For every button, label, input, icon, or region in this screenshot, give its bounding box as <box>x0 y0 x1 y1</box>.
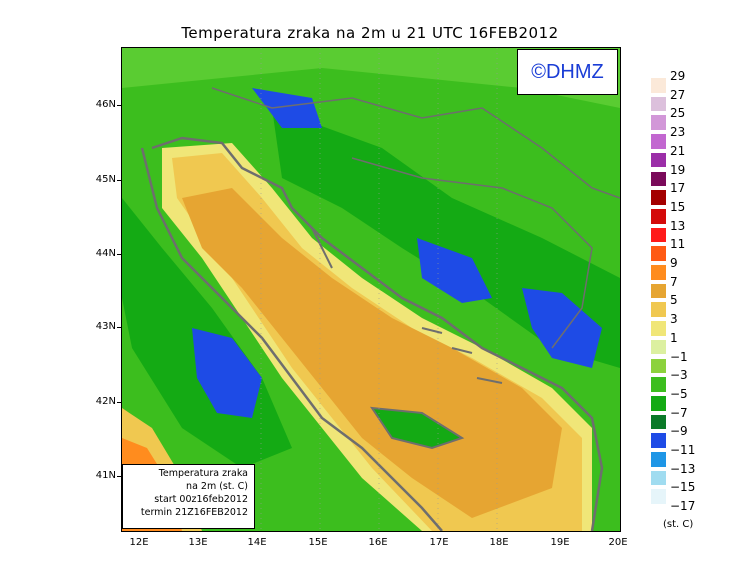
legend-label: 17 <box>670 181 686 196</box>
legend-swatch <box>651 115 666 131</box>
lon-label: 13E <box>188 537 208 548</box>
legend-swatch <box>651 246 666 261</box>
lat-label: 44N <box>95 248 116 259</box>
legend-swatch <box>651 321 666 336</box>
info-line: termin 21Z16FEB2012 <box>140 507 248 518</box>
lon-label: 16E <box>368 537 388 548</box>
east-coastline <box>151 136 604 531</box>
legend-label: 3 <box>670 312 678 327</box>
cold-patch-alps <box>252 88 322 128</box>
info-line: na 2m (st. C) <box>186 481 248 492</box>
dalmatian-islands <box>421 327 503 384</box>
legend-swatch <box>651 96 666 112</box>
legend-swatch <box>651 190 666 205</box>
lon-label: 12E <box>129 537 149 548</box>
legend-swatch <box>651 452 666 467</box>
legend-swatch <box>651 433 666 448</box>
legend-label: 7 <box>670 274 678 289</box>
temperature-map <box>121 47 621 532</box>
legend-label: −5 <box>670 386 688 401</box>
legend-swatch <box>651 265 666 280</box>
legend-label: −17 <box>670 499 696 514</box>
legend-label: 19 <box>670 162 686 177</box>
graticule <box>260 48 498 531</box>
legend-swatch <box>651 302 666 318</box>
legend-swatch <box>651 208 666 224</box>
legend-label: 11 <box>670 237 686 252</box>
legend-swatch <box>651 227 666 243</box>
lat-label: 42N <box>95 396 116 407</box>
legend-swatch <box>651 78 666 93</box>
legend-swatch <box>651 283 666 299</box>
legend-label: −15 <box>670 480 696 495</box>
legend-label: 15 <box>670 199 686 214</box>
italy-coastline <box>140 147 443 531</box>
legend-label: 25 <box>670 106 686 121</box>
lat-label: 43N <box>95 321 116 332</box>
info-line: Temperatura zraka <box>158 468 248 479</box>
legend-swatch <box>651 414 666 430</box>
temperature-field <box>122 48 620 531</box>
lon-label: 19E <box>550 537 570 548</box>
legend-swatch <box>651 339 666 355</box>
legend-swatch <box>651 171 666 187</box>
legend-swatch <box>651 470 666 486</box>
dhmz-logo: ©DHMZ <box>517 49 618 95</box>
legend-label: −9 <box>670 424 688 439</box>
legend-label: −3 <box>670 368 688 383</box>
cold-patch-montenegro <box>522 288 602 368</box>
cold-patch-bosnia <box>417 238 492 303</box>
legend-label: −7 <box>670 405 688 420</box>
legend-label: 23 <box>670 125 686 140</box>
legend-swatch <box>651 358 666 374</box>
lon-label: 18E <box>489 537 509 548</box>
lat-label: 45N <box>95 174 116 185</box>
legend-swatch <box>651 377 666 392</box>
lon-label: 20E <box>608 537 628 548</box>
legend-units: (st. C) <box>663 519 694 530</box>
border-north <box>211 87 620 199</box>
legend-label: −1 <box>670 349 688 364</box>
gargano-peninsula <box>369 406 465 450</box>
island-krk <box>311 227 333 269</box>
lon-label: 15E <box>308 537 328 548</box>
legend-label: 1 <box>670 330 678 345</box>
legend-swatch <box>651 134 666 149</box>
info-line: start 00z16feb2012 <box>154 494 248 505</box>
lat-label: 41N <box>95 470 116 481</box>
sea-warm-field <box>182 188 562 518</box>
lat-label: 46N <box>95 99 116 110</box>
legend-label: 9 <box>670 256 678 270</box>
cold-patch-italy <box>192 328 262 418</box>
lon-label: 17E <box>429 537 449 548</box>
light-green-north <box>122 48 620 108</box>
legend-label: 27 <box>670 87 686 102</box>
map-title: Temperatura zraka na 2m u 21 UTC 16FEB20… <box>181 24 559 42</box>
legend-label: 13 <box>670 218 686 233</box>
legend-label: 5 <box>670 293 678 308</box>
legend-label: 29 <box>670 69 686 83</box>
border-croatia-bosnia <box>351 157 593 349</box>
info-box: Temperatura zraka na 2m (st. C) start 00… <box>122 464 255 529</box>
legend-swatch <box>651 152 666 168</box>
legend-label: −13 <box>670 461 696 476</box>
legend-swatch <box>651 489 666 505</box>
legend-label: 21 <box>670 143 686 158</box>
lon-label: 14E <box>247 537 267 548</box>
legend-swatch <box>651 395 666 411</box>
legend-label: −11 <box>670 443 696 457</box>
